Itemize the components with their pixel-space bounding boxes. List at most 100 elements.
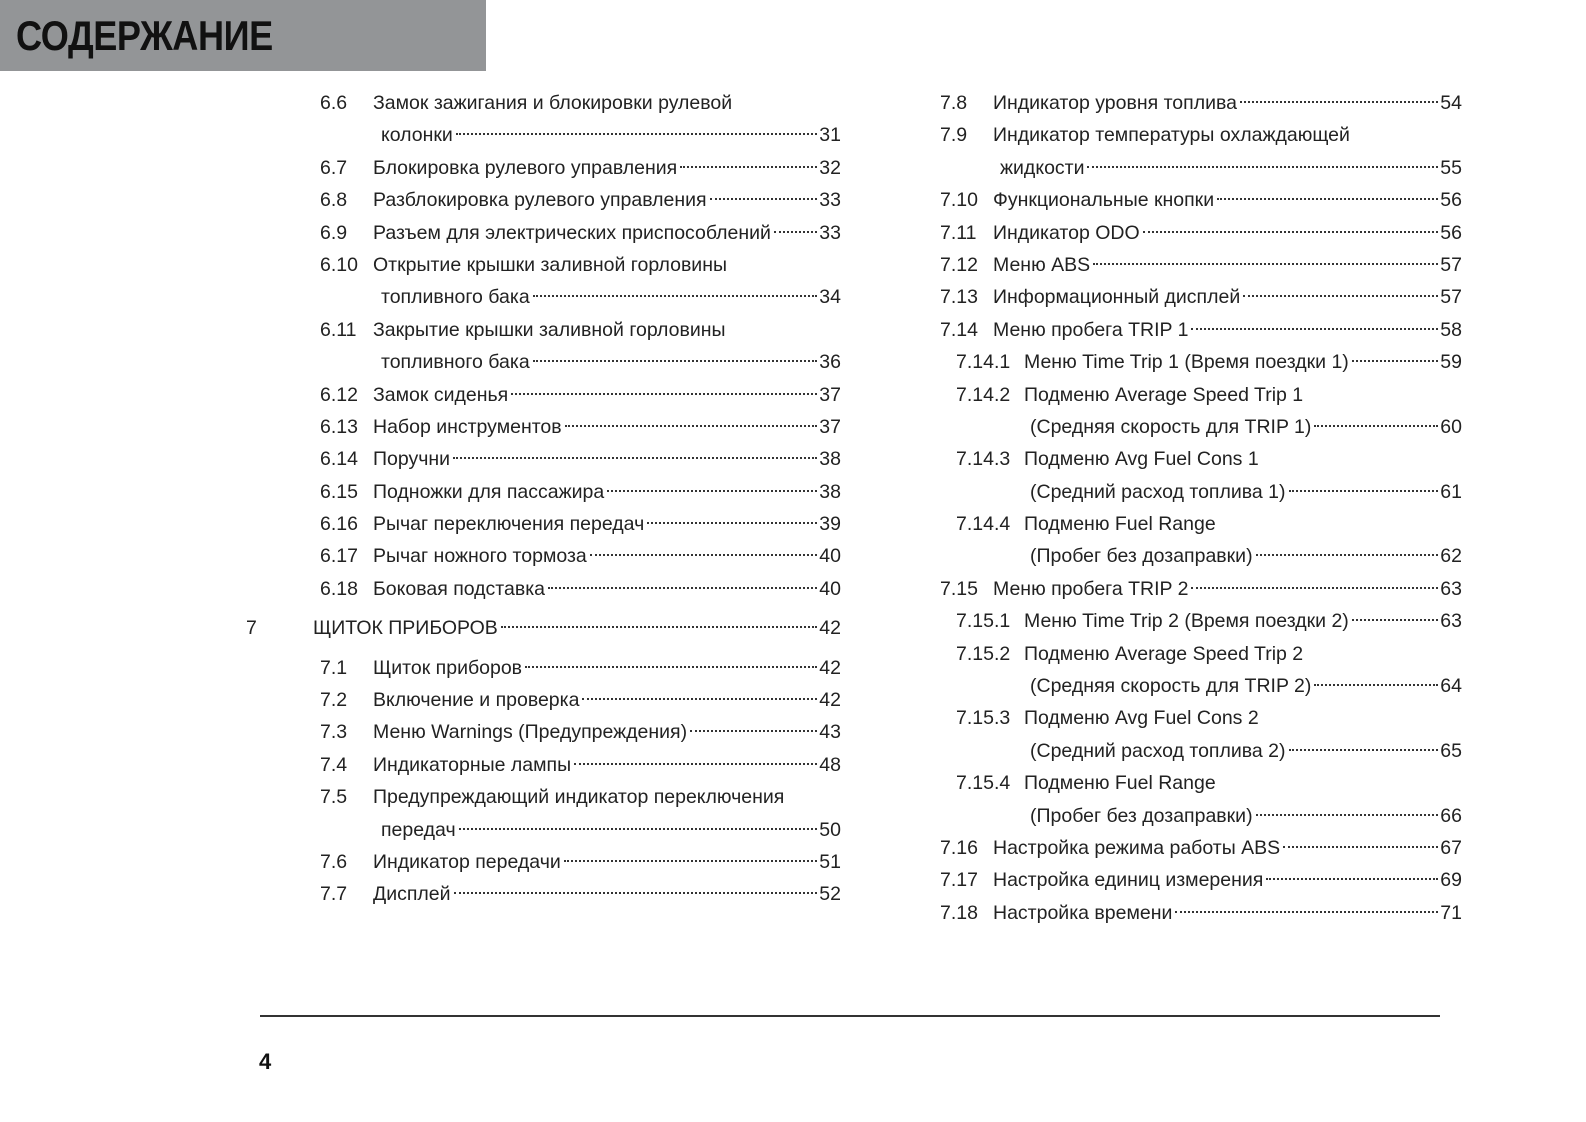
- dot-leader: [1217, 198, 1439, 201]
- toc-title: Дисплей 52: [373, 878, 841, 910]
- toc-entry[interactable]: 7.9 Индикатор температуры охлаждающей жидк…: [940, 119, 1462, 184]
- toc-entry[interactable]: 6.10 Открытие крышки заливной горловины то…: [320, 249, 841, 314]
- dot-leader: [690, 730, 818, 733]
- toc-entry[interactable]: 7.16 Настройка режима работы ABS 67: [940, 832, 1462, 864]
- toc-title: Щиток приборов 42: [373, 652, 841, 684]
- toc-title-text: Подменю Avg Fuel Cons 1: [1024, 448, 1259, 471]
- toc-entry[interactable]: 6.13 Набор инструментов 37: [320, 411, 841, 443]
- toc-line: 6.11 Закрытие крышки заливной горловины: [320, 314, 841, 346]
- toc-line-continued: (Средняя скорость для TRIP 2) 64: [940, 670, 1462, 702]
- toc-entry[interactable]: 7.15.4 Подменю Fuel Range (Пробег без доза…: [940, 767, 1462, 832]
- toc-title-text: Открытие крышки заливной горловины: [373, 253, 727, 276]
- toc-number: 6.13: [320, 415, 358, 438]
- toc-entry[interactable]: 7.14 Меню пробега TRIP 1 58: [940, 314, 1462, 346]
- toc-entry[interactable]: 7.6 Индикатор передачи 51: [320, 846, 841, 878]
- toc-page: 38: [819, 480, 841, 503]
- toc-title: Замок зажигания и блокировки рулевой: [373, 87, 732, 119]
- toc-entry[interactable]: 7.8 Индикатор уровня топлива 54: [940, 87, 1462, 119]
- toc-page: 66: [1440, 804, 1462, 827]
- toc-number: 6.15: [320, 480, 358, 503]
- toc-entry[interactable]: 7 ЩИТОК ПРИБОРОВ 42: [246, 612, 841, 644]
- toc-entry[interactable]: 7.5 Предупреждающий индикатор переключени…: [320, 781, 841, 846]
- page-title: СОДЕРЖАНИЕ: [16, 12, 273, 59]
- toc-title: Меню пробега TRIP 1 58: [993, 314, 1462, 346]
- toc-entry[interactable]: 6.15 Подножки для пассажира 38: [320, 476, 841, 508]
- toc-entry[interactable]: 7.14.1 Меню Time Trip 1 (Время поездки 1)…: [940, 346, 1462, 378]
- toc-number: 6.12: [320, 383, 358, 406]
- toc-entry[interactable]: 7.14.4 Подменю Fuel Range (Пробег без доза…: [940, 508, 1462, 573]
- toc-number: 6.8: [320, 189, 348, 212]
- toc-entry[interactable]: 6.14 Поручни 38: [320, 443, 841, 475]
- toc-title-text: Закрытие крышки заливной горловины: [373, 318, 726, 341]
- toc-entry[interactable]: 7.13 Информационный дисплей 57: [940, 281, 1462, 313]
- toc-line-continued: (Пробег без дозаправки) 62: [940, 540, 1462, 572]
- toc-entry[interactable]: 6.8 Разблокировка рулевого управления 33: [320, 184, 841, 216]
- toc-line-continued: (Средняя скорость для TRIP 1) 60: [940, 411, 1462, 443]
- dot-leader: [532, 295, 818, 298]
- toc-entry[interactable]: 7.12 Меню ABS 57: [940, 249, 1462, 281]
- dot-leader: [1087, 165, 1439, 168]
- toc-line-continued: (Средний расход топлива 1) 61: [940, 476, 1462, 508]
- toc-title: Меню Warnings (Предупреждения) 43: [373, 716, 841, 748]
- dot-leader: [773, 230, 818, 233]
- toc-line: 7.14 Меню пробега TRIP 1 58: [940, 314, 1462, 346]
- toc-title: Подменю Fuel Range: [1024, 508, 1216, 540]
- toc-line: 7.15.4 Подменю Fuel Range: [940, 767, 1462, 799]
- toc-entry[interactable]: 7.15.1 Меню Time Trip 2 (Время поездки 2)…: [940, 605, 1462, 637]
- toc-number: 6.11: [320, 318, 357, 341]
- toc-line: 7.14.1 Меню Time Trip 1 (Время поездки 1)…: [940, 346, 1462, 378]
- toc-entry[interactable]: 7.11 Индикатор ODO 56: [940, 217, 1462, 249]
- toc-line-continued: топливного бака 36: [320, 346, 841, 378]
- toc-number: 7.2: [320, 689, 348, 712]
- toc-line: 7.13 Информационный дисплей 57: [940, 281, 1462, 313]
- toc-entry[interactable]: 6.7 Блокировка рулевого управления 32: [320, 152, 841, 184]
- toc-entry[interactable]: 6.17 Рычаг ножного тормоза 40: [320, 540, 841, 572]
- toc-entry[interactable]: 6.6 Замок зажигания и блокировки рулевой к…: [320, 87, 841, 152]
- toc-entry[interactable]: 6.9 Разъем для электрических приспособлен…: [320, 217, 841, 249]
- toc-entry[interactable]: 6.12 Замок сиденья 37: [320, 379, 841, 411]
- toc-entry[interactable]: 7.15 Меню пробега TRIP 2 63: [940, 573, 1462, 605]
- toc-line: 7.4 Индикаторные лампы 48: [320, 749, 841, 781]
- page-number: 4: [259, 1049, 272, 1074]
- toc-line-continued: (Пробег без дозаправки) 66: [940, 800, 1462, 832]
- toc-entry[interactable]: 7.14.3 Подменю Avg Fuel Cons 1 (Средний ра…: [940, 443, 1462, 508]
- toc-title-cont-text: топливного бака: [381, 286, 530, 309]
- toc-title-text: Функциональные кнопки: [993, 189, 1215, 212]
- toc-entry[interactable]: 7.14.2 Подменю Average Speed Trip 1 (Средн…: [940, 379, 1462, 444]
- toc-entry[interactable]: 7.17 Настройка единиц измерения 69: [940, 864, 1462, 896]
- toc-line: 7.17 Настройка единиц измерения 69: [940, 864, 1462, 896]
- toc-title: Открытие крышки заливной горловины: [373, 249, 727, 281]
- toc-line: 7.8 Индикатор уровня топлива 54: [940, 87, 1462, 119]
- toc-entry[interactable]: 7.4 Индикаторные лампы 48: [320, 749, 841, 781]
- toc-entry[interactable]: 7.3 Меню Warnings (Предупреждения) 43: [320, 716, 841, 748]
- toc-line: 6.10 Открытие крышки заливной горловины: [320, 249, 841, 281]
- toc-line: 7.18 Настройка времени 71: [940, 897, 1462, 929]
- toc-entry[interactable]: 7.18 Настройка времени 71: [940, 897, 1462, 929]
- toc-title-text: Предупреждающий индикатор переключения: [373, 786, 785, 809]
- toc-title-continued: (Средняя скорость для TRIP 2) 64: [1030, 670, 1462, 702]
- toc-entry[interactable]: 7.1 Щиток приборов 42: [320, 652, 841, 684]
- dot-leader: [1314, 424, 1439, 427]
- toc-title-text: Набор инструментов: [373, 415, 562, 438]
- toc-number: 7.18: [940, 901, 978, 924]
- toc-entry[interactable]: 7.10 Функциональные кнопки 56: [940, 184, 1462, 216]
- toc-entry[interactable]: 7.2 Включение и проверка 42: [320, 684, 841, 716]
- toc-entry[interactable]: 7.7 Дисплей 52: [320, 878, 841, 910]
- toc-entry[interactable]: 6.11 Закрытие крышки заливной горловины то…: [320, 314, 841, 379]
- dot-leader: [1266, 878, 1439, 881]
- toc-entry[interactable]: 6.18 Боковая подставка 40: [320, 573, 841, 605]
- toc-line: 6.14 Поручни 38: [320, 443, 841, 475]
- toc-number: 7.17: [940, 869, 978, 892]
- toc-title: Разблокировка рулевого управления 33: [373, 184, 841, 216]
- toc-number: 7.10: [940, 189, 978, 212]
- toc-page: 40: [819, 577, 841, 600]
- toc-entry[interactable]: 7.15.3 Подменю Avg Fuel Cons 2 (Средний ра…: [940, 702, 1462, 767]
- toc-title-cont-text: (Средняя скорость для TRIP 2): [1030, 675, 1312, 698]
- toc-title: Настройка единиц измерения 69: [993, 864, 1462, 896]
- toc-entry[interactable]: 6.16 Рычаг переключения передач 39: [320, 508, 841, 540]
- toc-entry[interactable]: 7.15.2 Подменю Average Speed Trip 2 (Средн…: [940, 638, 1462, 703]
- toc-line: 7.12 Меню ABS 57: [940, 249, 1462, 281]
- toc-page: 37: [819, 415, 841, 438]
- toc-title-continued: топливного бака 36: [381, 346, 841, 378]
- toc-number: 7: [246, 617, 257, 640]
